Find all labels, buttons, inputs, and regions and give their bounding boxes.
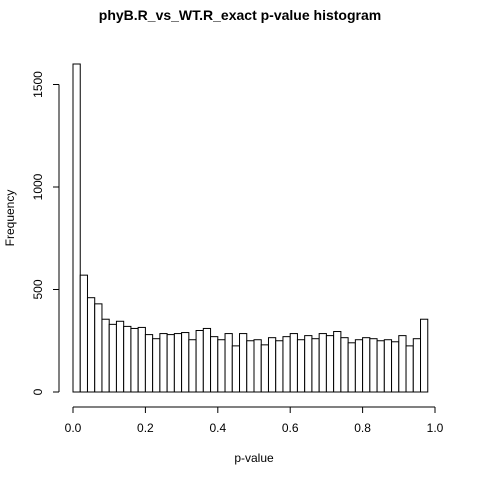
histogram-bar [101,318,110,393]
histogram-bar [253,339,262,393]
histogram-bar [354,339,364,393]
axes-group: 0.0 0.2 0.4 0.6 0.8 1.0 0 500 1000 1500 [31,71,444,435]
histogram-bar [383,339,393,393]
histogram-bar [108,323,117,393]
histogram-bar [347,342,356,393]
histogram-bar [318,333,327,393]
histogram-bar [333,331,342,393]
histogram-bar [217,339,226,393]
histogram-bar [246,340,255,393]
histogram-bar [304,335,313,393]
x-axis-label: p-value [234,451,274,465]
y-tick-label: 0 [31,388,45,395]
histogram-bar [144,334,154,393]
histogram-bar [210,336,219,393]
histogram-bar [340,337,349,393]
chart-title: phyB.R_vs_WT.R_exact p-value histogram [99,7,381,23]
histogram-bar [188,339,197,393]
y-axis-label: Frequency [3,190,17,247]
histogram-bar [195,330,204,393]
histogram-bar [391,341,400,393]
histogram-bar [115,320,125,393]
x-tick-label: 0.0 [65,421,82,435]
histogram-bar [311,338,320,393]
histogram-bar [166,334,175,393]
histogram-bar [130,327,139,393]
histogram-bar [398,335,407,393]
histogram-bar [94,303,103,393]
histogram-bar [72,63,81,393]
histogram-bar [173,333,183,393]
x-tick-label: 1.0 [427,421,444,435]
histogram-bar [325,335,335,393]
x-tick-label: 0.4 [209,421,226,435]
y-tick-label: 1500 [31,71,45,98]
histogram-bar [369,338,378,393]
histogram-bar [202,327,212,393]
histogram-bar [282,336,291,393]
x-tick-label: 0.6 [282,421,299,435]
y-tick-label: 1000 [31,173,45,200]
histogram-bar [420,318,429,393]
x-tick-label: 0.2 [137,421,154,435]
histogram-bar [412,338,422,393]
histogram-bar [289,333,298,393]
x-tick-label: 0.8 [354,421,371,435]
histogram-bar [137,326,146,393]
y-tick-label: 500 [31,279,45,299]
histogram-bar [224,333,233,393]
histogram-bar [275,340,284,393]
histogram-bar [362,337,371,393]
histogram-bar [86,297,96,393]
histogram-bar [260,344,269,393]
histogram-bar [296,339,306,393]
histogram-bar [239,333,248,393]
histogram-bar [159,333,168,393]
histogram-bar [231,345,241,393]
histogram-bar [152,338,161,393]
histogram-bar [79,274,88,393]
histogram-bar [376,340,385,393]
histogram-bar [123,325,132,393]
histogram-bar [405,345,414,393]
histogram-bar [181,332,190,393]
histogram-bar [267,337,277,393]
bars-group [72,63,429,393]
